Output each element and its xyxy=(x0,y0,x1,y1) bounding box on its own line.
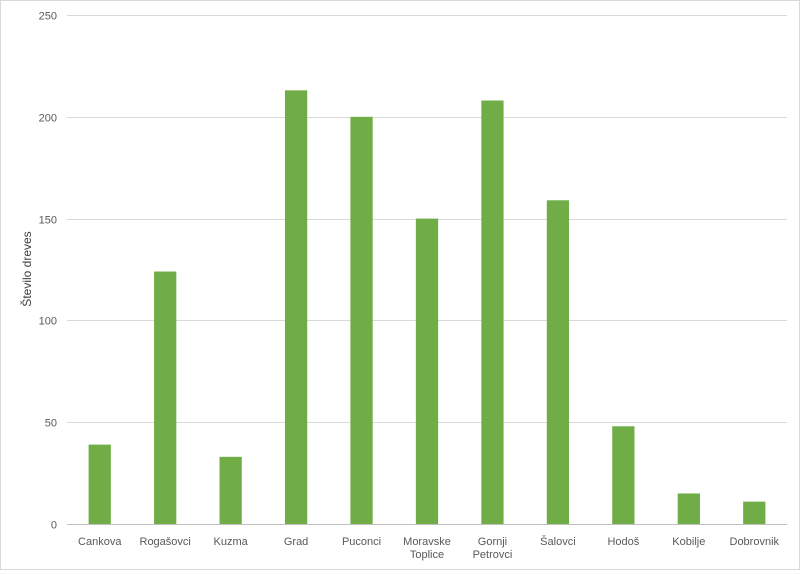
bar xyxy=(481,100,504,525)
x-tick-label: Hodoš xyxy=(607,536,639,548)
bars xyxy=(88,90,766,525)
x-tick-label: Rogašovci xyxy=(140,536,191,548)
bar xyxy=(546,200,570,524)
x-tick-label-line: Dobrovnik xyxy=(730,536,780,548)
x-tick-label-line: Toplice xyxy=(410,549,444,561)
bar xyxy=(350,116,373,525)
x-tick-label: Dobrovnik xyxy=(730,536,780,548)
bar xyxy=(743,501,766,524)
y-tick-label: 250 xyxy=(39,11,57,23)
y-tick-label: 50 xyxy=(45,418,57,430)
x-tick-label: Kobilje xyxy=(672,536,705,548)
y-tick-label: 200 xyxy=(39,113,57,125)
bar xyxy=(219,456,242,524)
x-tick-label-line: Grad xyxy=(284,536,308,548)
x-tick-label-line: Šalovci xyxy=(540,535,575,548)
x-tick-label: Cankova xyxy=(78,536,122,548)
x-tick-label-line: Kobilje xyxy=(672,536,705,548)
y-axis-ticks: 0 50 100 150 200 250 xyxy=(39,11,57,532)
y-axis-title: Število dreves xyxy=(19,231,34,306)
x-tick-label-line: Kuzma xyxy=(214,536,249,548)
x-tick-label: Grad xyxy=(284,536,308,548)
bar xyxy=(612,426,635,524)
x-tick-label: Gornji Petrovci xyxy=(473,536,513,561)
bar xyxy=(677,493,700,524)
x-tick-label-line: Gornji xyxy=(478,536,507,548)
bar xyxy=(88,444,111,524)
x-tick-label: Šalovci xyxy=(540,535,575,548)
x-tick-label: Puconci xyxy=(342,536,381,548)
bar xyxy=(154,271,177,524)
x-tick-label-line: Moravske xyxy=(403,536,451,548)
x-tick-label-line: Cankova xyxy=(78,536,122,548)
y-tick-label: 0 xyxy=(51,520,57,532)
bar xyxy=(284,90,308,524)
y-tick-label: 150 xyxy=(39,215,57,227)
x-tick-label-line: Hodoš xyxy=(607,536,639,548)
y-tick-label: 100 xyxy=(39,316,57,328)
x-axis-ticks: Cankova Rogašovci Kuzma Grad Puconci Moravske… xyxy=(78,535,780,561)
x-tick-label-line: Rogašovci xyxy=(140,536,191,548)
bar xyxy=(415,218,439,524)
x-tick-label: Moravske Toplice xyxy=(403,536,451,561)
x-tick-label-line: Puconci xyxy=(342,536,381,548)
x-tick-label-line: Petrovci xyxy=(473,549,513,561)
x-tick-label: Kuzma xyxy=(214,536,249,548)
